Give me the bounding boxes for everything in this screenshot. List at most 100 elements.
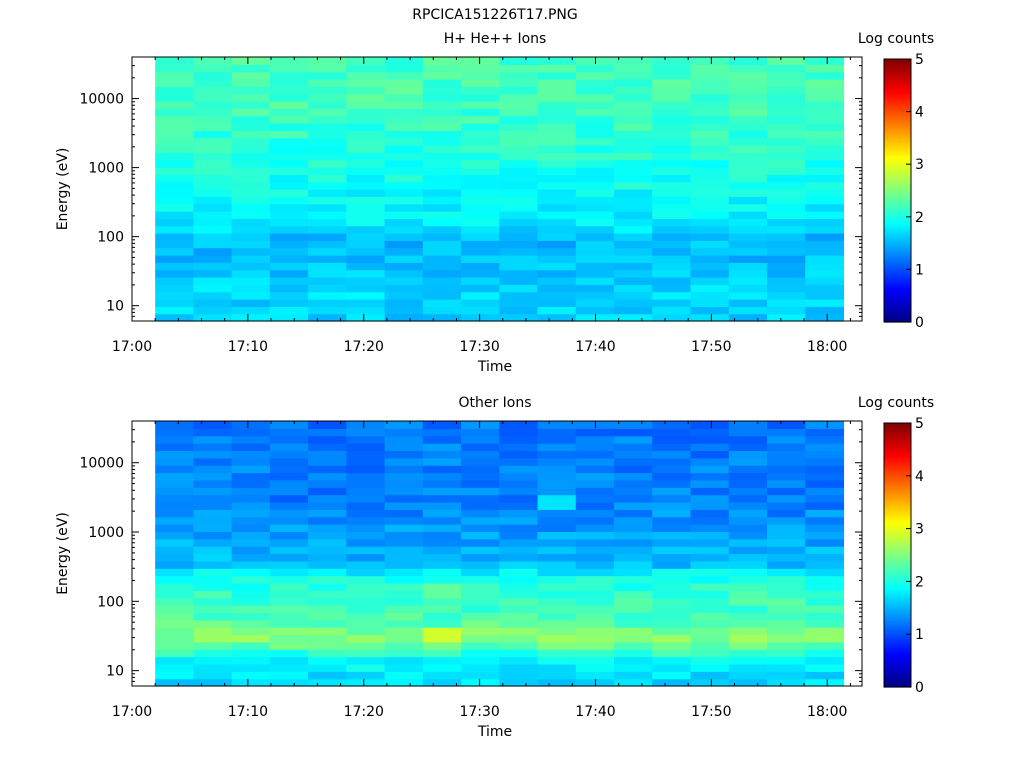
heatmap-cell (231, 159, 271, 168)
y-tick-label: 10 (106, 664, 124, 680)
colorbar-segment (884, 319, 911, 323)
heatmap-cell (614, 479, 653, 488)
heatmap-cell (614, 101, 653, 109)
colorbar-segment (884, 243, 911, 246)
heatmap-cell (461, 79, 500, 87)
heatmap-cell (766, 181, 806, 190)
heatmap-cell (575, 79, 615, 87)
heatmap-cell (193, 421, 233, 429)
heatmap-cell (155, 641, 195, 650)
heatmap-cell (652, 71, 692, 80)
heatmap-cell (805, 627, 845, 636)
colorbar-segment (884, 665, 911, 668)
heatmap-cell (575, 546, 615, 555)
y-tick-label: 10 (106, 299, 124, 315)
heatmap-cell (499, 671, 539, 680)
heatmap-cell (766, 255, 806, 263)
heatmap-cell (537, 255, 577, 263)
heatmap-cell (575, 108, 615, 117)
colorbar-segment (884, 473, 911, 477)
heatmap-cell (499, 597, 539, 606)
heatmap-cell (231, 101, 271, 109)
colorbar-segment (884, 273, 911, 277)
heatmap-cell (193, 269, 233, 278)
heatmap-cell (193, 619, 233, 628)
heatmap-cell (537, 93, 577, 102)
heatmap-cell (728, 64, 768, 73)
heatmap-cell (614, 612, 653, 621)
heatmap-cell (231, 115, 271, 124)
colorbar-segment (884, 258, 911, 262)
heatmap-cell (766, 269, 806, 278)
heatmap-cell (308, 79, 347, 87)
heatmap-cell (766, 211, 806, 219)
heatmap-cell (346, 86, 386, 95)
heatmap-cell (346, 313, 386, 322)
heatmap-cell (805, 64, 845, 73)
heatmap-cell (308, 233, 347, 241)
colorbar-segment (884, 489, 911, 492)
heatmap-cell (537, 509, 577, 518)
colorbar-segment (884, 471, 911, 475)
heatmap-cell (461, 605, 500, 613)
heatmap-cell (269, 538, 309, 547)
heatmap-cell (690, 597, 730, 606)
colorbar-segment (884, 682, 911, 686)
colorbar-segment (884, 124, 911, 128)
heatmap-cell (422, 137, 462, 146)
colorbar-segment (884, 69, 911, 73)
heatmap-cell (422, 428, 462, 437)
heatmap-cell (805, 421, 845, 429)
colorbar-segment (884, 63, 911, 67)
heatmap-cell (614, 203, 653, 212)
heatmap-cell (805, 203, 845, 212)
heatmap-cell (690, 450, 730, 459)
colorbar-segment (884, 129, 911, 132)
heatmap-cell (805, 130, 845, 139)
heatmap-cell (193, 145, 233, 153)
heatmap-cell (308, 145, 347, 153)
heatmap-cell (346, 538, 386, 547)
colorbar-segment (884, 102, 911, 106)
heatmap-cell (422, 619, 462, 628)
heatmap-cell (805, 531, 845, 540)
heatmap-cell (690, 269, 730, 278)
panel-title: Other Ions (458, 395, 531, 411)
heatmap-cell (231, 443, 271, 452)
heatmap-cell (193, 284, 233, 293)
heatmap-cell (269, 619, 309, 628)
heatmap-cell (499, 306, 539, 315)
heatmap-cell (461, 115, 500, 124)
colorbar-segment (884, 295, 911, 299)
colorbar-segment (884, 214, 911, 218)
colorbar-segment (884, 460, 911, 464)
heatmap-cell (690, 181, 730, 190)
colorbar-segment (884, 245, 911, 249)
plot-frame (131, 420, 863, 687)
heatmap-cell (499, 313, 539, 322)
heatmap-cell (269, 450, 309, 459)
heatmap-cell (728, 313, 768, 322)
heatmap-cell (346, 137, 386, 146)
heatmap-cell (269, 465, 309, 474)
heatmap-cell (193, 671, 233, 680)
heatmap-cell (155, 167, 195, 175)
heatmap-cell (499, 656, 539, 665)
heatmap-cell (690, 538, 730, 547)
colorbar-segment (884, 568, 911, 571)
heatmap-cell (766, 203, 806, 212)
heatmap-cell (231, 612, 271, 621)
heatmap-cell (384, 465, 424, 474)
heatmap-cell (193, 428, 233, 437)
heatmap-cell (422, 435, 462, 444)
colorbar-segment (884, 284, 911, 288)
heatmap-cell (384, 663, 424, 672)
heatmap-cell (269, 299, 309, 307)
heatmap-cell (575, 262, 615, 271)
heatmap-cell (575, 240, 615, 249)
heatmap-cell (308, 619, 347, 628)
heatmap-cell (575, 509, 615, 518)
heatmap-cell (499, 130, 539, 139)
colorbar-segment (884, 464, 911, 468)
heatmap-cell (575, 306, 615, 315)
